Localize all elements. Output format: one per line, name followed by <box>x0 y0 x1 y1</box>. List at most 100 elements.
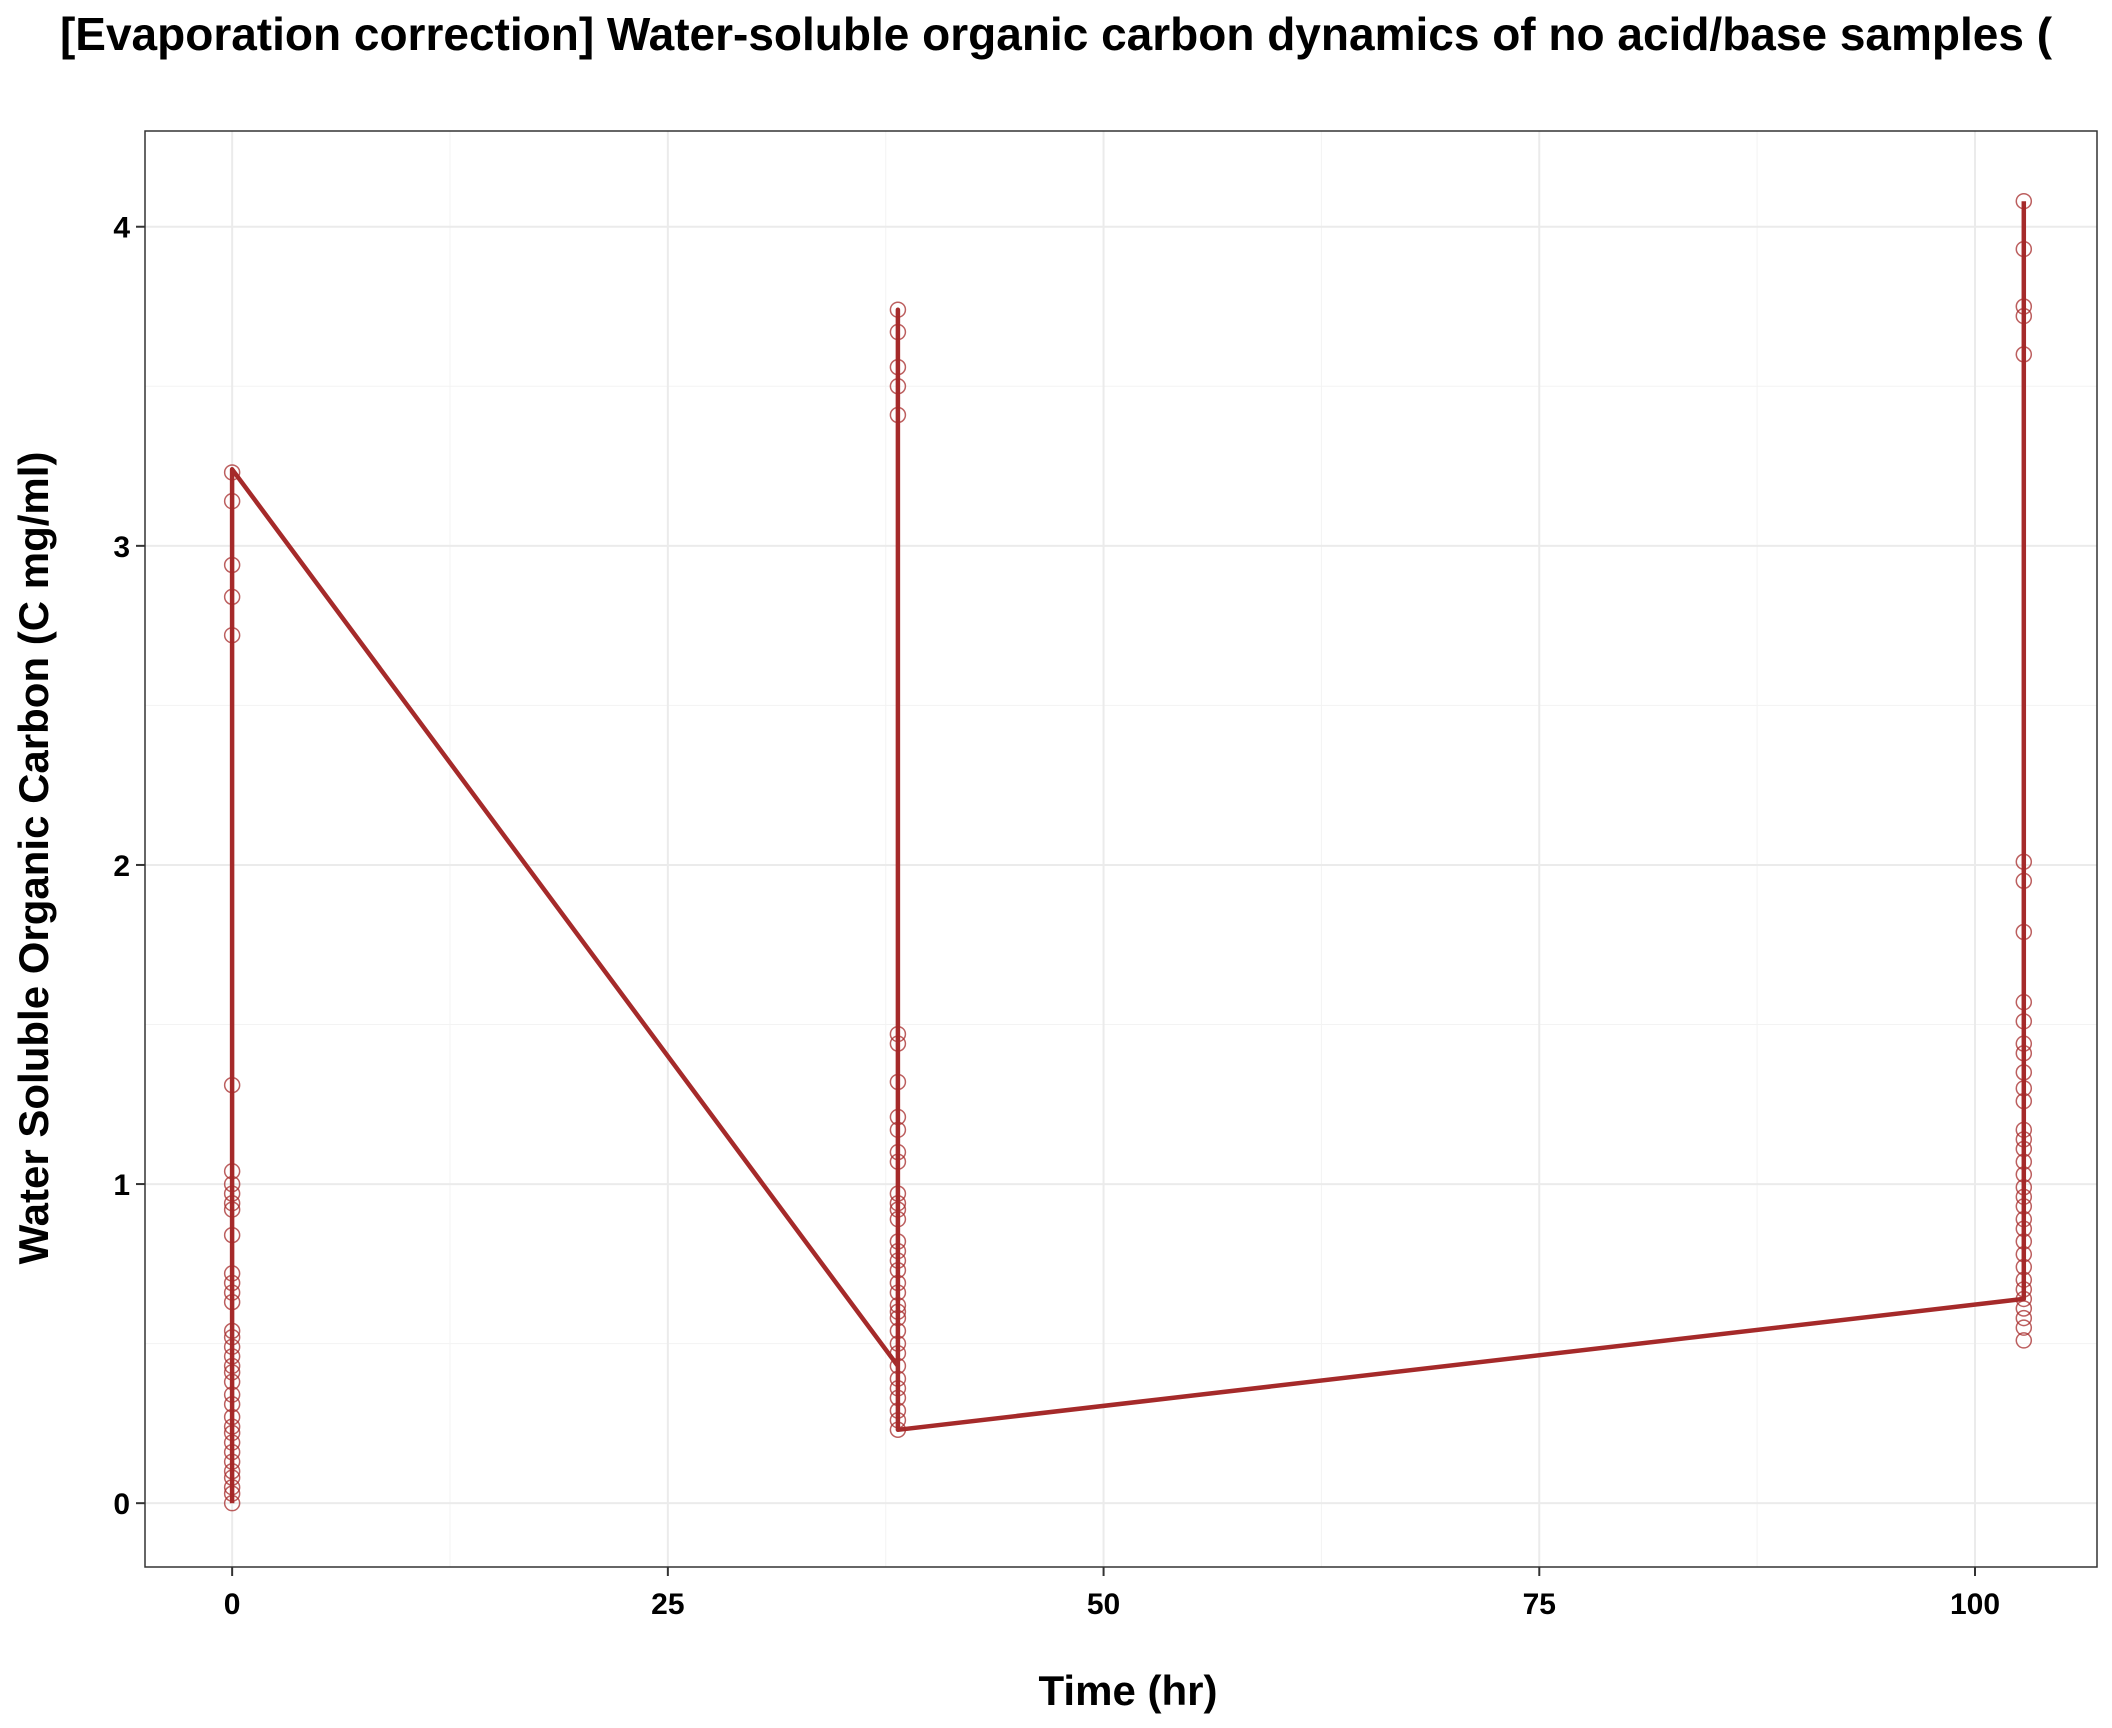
data-point <box>2015 1092 2033 1110</box>
data-point <box>2015 1220 2033 1237</box>
data-point <box>223 1364 241 1381</box>
data-point <box>223 1328 241 1346</box>
data-point <box>2015 1131 2033 1148</box>
data-point <box>223 1194 241 1212</box>
data-point <box>223 1418 241 1435</box>
data-point <box>2015 1064 2033 1081</box>
data-point <box>223 1284 241 1301</box>
y-tick-label: 2 <box>113 850 130 883</box>
data-point <box>889 1210 907 1228</box>
data-point <box>889 1274 907 1292</box>
data-point <box>889 301 907 318</box>
x-axis: 0 25 50 75 100 <box>224 1567 2000 1621</box>
data-point <box>223 556 241 574</box>
data-point <box>223 1201 241 1218</box>
data-point <box>223 1076 241 1094</box>
data-point <box>889 1370 907 1387</box>
x-tick-label: 50 <box>1087 1588 1120 1621</box>
data-point <box>889 1335 907 1352</box>
data-point <box>2015 1281 2033 1298</box>
data-point <box>223 1485 241 1502</box>
plot-panel <box>144 130 2098 1568</box>
data-point <box>2015 1044 2033 1062</box>
data-point <box>889 1185 907 1202</box>
data-point <box>889 1297 907 1314</box>
data-point <box>2015 1198 2033 1215</box>
y-tick-label: 4 <box>113 212 130 245</box>
data-point <box>223 1274 241 1292</box>
data-point <box>223 1293 241 1311</box>
data-point <box>889 1108 907 1126</box>
data-point <box>2015 923 2033 941</box>
data-point <box>889 1073 907 1091</box>
x-tick-label: 25 <box>651 1588 684 1621</box>
data-point <box>889 1421 907 1439</box>
data-point <box>2015 240 2033 258</box>
data-point <box>223 1408 241 1426</box>
data-point <box>223 1469 241 1486</box>
data-point <box>223 492 241 510</box>
data-point <box>2015 1290 2033 1308</box>
data-point <box>889 1121 907 1139</box>
data-point <box>223 1163 241 1180</box>
data-point <box>889 1025 907 1043</box>
data-point <box>2015 192 2033 210</box>
data-point <box>889 406 907 424</box>
data-point <box>223 1338 241 1356</box>
data-point <box>889 378 907 395</box>
data-point <box>223 1453 241 1470</box>
data-point <box>223 1424 241 1442</box>
data-point <box>889 358 907 376</box>
data-point <box>889 1233 907 1250</box>
data-point <box>2015 1210 2033 1228</box>
data-point <box>223 1478 241 1496</box>
data-point <box>889 1389 907 1407</box>
data-point <box>223 1185 241 1202</box>
data-point <box>889 1309 907 1327</box>
data-point <box>2015 1013 2033 1030</box>
data-point <box>223 1322 241 1340</box>
data-point <box>889 1322 907 1340</box>
data-point <box>223 588 241 606</box>
data-point <box>223 1463 241 1480</box>
data-point <box>2015 1332 2033 1349</box>
data-point <box>223 1434 241 1451</box>
y-tick-label: 3 <box>113 531 130 564</box>
data-point <box>2015 1080 2033 1097</box>
data-point <box>889 323 907 341</box>
points-layer <box>223 192 2033 1512</box>
data-point <box>889 1201 907 1218</box>
x-axis-title: Time (hr) <box>1039 1667 1218 1714</box>
data-point <box>2015 1166 2033 1183</box>
y-axis: 0 1 2 3 4 <box>113 212 145 1521</box>
data-point <box>2015 1035 2033 1052</box>
data-point <box>2015 346 2033 363</box>
data-point <box>223 1396 241 1413</box>
data-point <box>2015 1271 2033 1289</box>
data-point <box>2015 1188 2033 1206</box>
data-point <box>223 464 241 481</box>
data-point <box>889 1411 907 1429</box>
data-point <box>889 1261 907 1279</box>
x-tick-label: 100 <box>1950 1588 2000 1621</box>
x-tick-label: 0 <box>224 1588 241 1621</box>
x-tick-label: 75 <box>1523 1588 1556 1621</box>
data-point <box>2015 1140 2033 1158</box>
data-point <box>2015 853 2033 871</box>
series-line-layer <box>229 201 2027 1504</box>
data-point <box>889 1284 907 1301</box>
data-point <box>889 1242 907 1260</box>
data-point <box>223 1386 241 1403</box>
data-point <box>889 1344 907 1362</box>
y-axis-title: Water Soluble Organic Carbon (C mg/ml) <box>10 452 57 1265</box>
data-point <box>889 1153 907 1170</box>
data-point <box>2015 872 2033 890</box>
data-point <box>889 1402 907 1419</box>
chart-title: [Evaporation correction] Water-soluble o… <box>60 8 2053 60</box>
data-point <box>889 1357 907 1375</box>
data-point <box>223 1357 241 1375</box>
data-point <box>2015 307 2033 325</box>
data-point <box>223 1494 241 1512</box>
data-point <box>889 1035 907 1052</box>
